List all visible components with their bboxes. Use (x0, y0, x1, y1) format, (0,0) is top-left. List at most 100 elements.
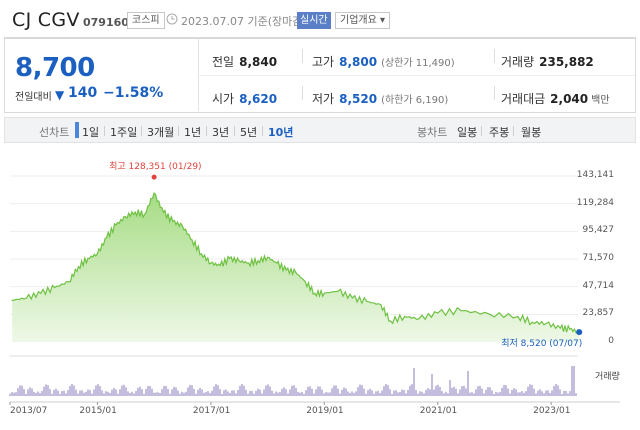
high-label: 고가 (312, 55, 335, 69)
amount-cell: 거래대금 2,040 백만 (501, 90, 610, 107)
line-chart-label: 선차트 (39, 126, 70, 139)
y-tick-label: 143,141 (576, 170, 614, 180)
x-tick-label: 2021/01 (419, 406, 458, 416)
data-point (337, 290, 339, 292)
data-point (115, 224, 117, 226)
down-arrow-icon: ▼ (55, 88, 65, 102)
data-point (191, 239, 193, 241)
data-point (389, 320, 391, 322)
divider (302, 86, 303, 100)
max-marker (151, 174, 157, 180)
min-marker (576, 329, 583, 336)
data-point (77, 266, 80, 268)
divider (262, 126, 263, 136)
amount-label: 거래대금 (501, 92, 546, 106)
stock-header: CJ CGV 079160 코스피 2023.07.07 기준(장마감) 실시간… (0, 0, 640, 37)
x-tick-label: 2019/01 (306, 406, 344, 416)
tab-3m[interactable]: 3개월 (147, 126, 175, 139)
data-point (366, 300, 368, 303)
tab-weekly[interactable]: 주봉 (489, 126, 510, 139)
volume-label: 거래량 (501, 55, 535, 69)
tab-monthly[interactable]: 월봉 (521, 126, 542, 139)
realtime-button[interactable]: 실시간 (297, 12, 331, 29)
data-point (219, 264, 221, 267)
volume-value: 235,882 (539, 55, 594, 69)
data-point (489, 313, 491, 315)
y-tick-label: 71,570 (582, 253, 615, 263)
high-cell: 고가 8,800 (상한가 11,490) (312, 53, 455, 70)
tab-1d[interactable]: 1일 (82, 126, 100, 139)
open-label: 시가 (212, 92, 235, 106)
data-point (403, 315, 406, 318)
tab-daily[interactable]: 일봉 (457, 126, 478, 139)
data-point (124, 216, 127, 218)
data-point (228, 257, 231, 260)
data-point (11, 299, 13, 301)
data-point (295, 271, 297, 274)
amount-value: 2,040 (550, 92, 589, 106)
data-point (559, 327, 561, 329)
y-tick-label: 0 (608, 336, 614, 346)
data-point (25, 297, 28, 299)
change-label: 전일대비 (15, 92, 52, 103)
data-point (437, 312, 439, 314)
tab-1w[interactable]: 1주일 (110, 126, 138, 139)
divider (178, 126, 179, 136)
divider (141, 126, 142, 136)
x-tick-label: 2017/01 (192, 406, 231, 416)
low-label: 저가 (312, 92, 335, 106)
price-line (12, 192, 580, 335)
data-point (238, 260, 240, 262)
data-point (267, 256, 269, 258)
data-point (40, 292, 42, 294)
tab-5y[interactable]: 5년 (240, 126, 258, 139)
amount-unit: 백만 (591, 95, 610, 106)
divider (199, 75, 635, 76)
stock-code: 079160 (83, 16, 129, 29)
volume-cell: 거래량 235,882 (501, 53, 594, 70)
price-area-chart (9, 174, 620, 405)
data-point (134, 211, 136, 213)
volume-legend: 거래량 (595, 372, 620, 382)
divider (494, 49, 495, 63)
data-point (351, 297, 353, 299)
data-point (210, 262, 212, 264)
data-point (418, 318, 420, 320)
y-tick-label: 23,857 (582, 308, 615, 319)
tab-10y[interactable]: 10년 (268, 126, 294, 139)
y-tick-label: 95,427 (582, 225, 615, 236)
selected-marker (75, 122, 79, 138)
chart-tab-bar: 선차트 1일 1주일 3개월 1년 3년 5년 10년 봉차트 일봉 주봉 월봉 (4, 117, 636, 143)
tab-1y[interactable]: 1년 (184, 126, 202, 139)
data-point (162, 211, 165, 213)
lower-limit: (하한가 6,190) (381, 95, 449, 106)
divider (234, 126, 235, 136)
change-percent: −1.58% (103, 85, 164, 101)
price-area (12, 193, 580, 342)
data-point (181, 225, 183, 227)
data-point (531, 321, 533, 323)
company-info-dropdown[interactable]: 기업개요 ▾ (335, 12, 390, 29)
max-annotation: 최고 128,351 (01/29) (109, 162, 202, 173)
change-value: 140 (68, 85, 98, 101)
prev-close-cell: 전일 8,840 (212, 53, 277, 70)
tab-3y[interactable]: 3년 (212, 126, 230, 139)
data-point (569, 328, 571, 330)
low-value: 8,520 (339, 92, 378, 106)
min-annotation: 최저 8,520 (07/07) (501, 339, 583, 350)
data-point (105, 237, 108, 239)
upper-limit: (상한가 11,490) (381, 58, 455, 69)
clock-icon (166, 13, 178, 25)
data-point (517, 315, 519, 318)
x-tick-label: 2013/07 (10, 406, 48, 416)
data-point (276, 262, 278, 264)
data-point (172, 220, 174, 222)
data-point (460, 310, 462, 312)
data-point (200, 253, 203, 255)
data-point (545, 322, 547, 325)
divider (104, 126, 105, 136)
x-tick-label: 2023/01 (533, 406, 571, 416)
reference-date: 2023.07.07 기준(장마감) (181, 15, 307, 28)
stock-name: CJ CGV (12, 9, 80, 31)
candle-chart-label: 봉차트 (417, 126, 448, 139)
